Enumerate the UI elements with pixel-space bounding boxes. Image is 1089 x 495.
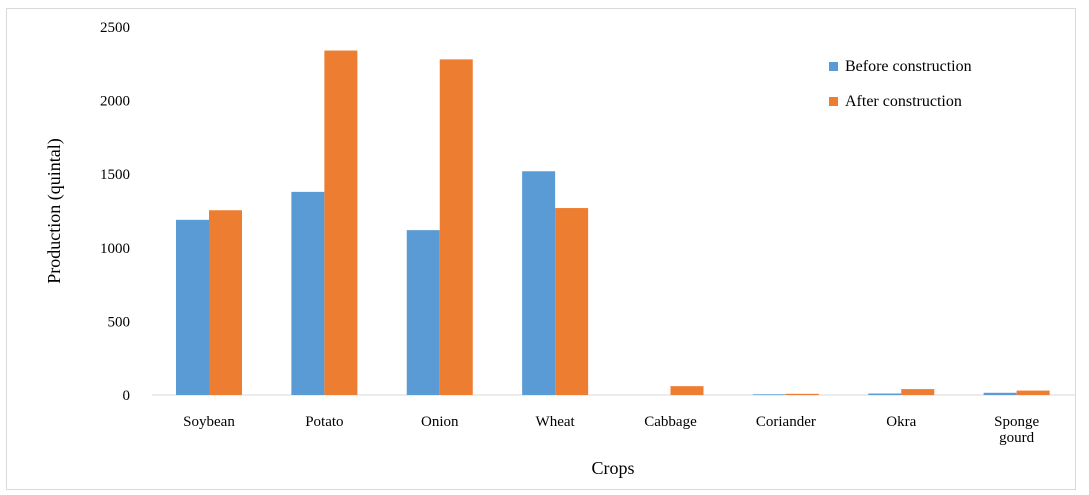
bar-before-construction: [291, 191, 325, 395]
bar-before-construction: [983, 392, 1017, 395]
bar-before-construction: [522, 171, 556, 395]
x-tick-label: Soybean: [183, 414, 235, 430]
x-tick-label: Coriander: [756, 414, 816, 430]
legend: Before construction After construction: [829, 58, 972, 110]
y-tick-label: 2500: [100, 20, 130, 36]
bar-after-construction: [670, 386, 704, 395]
bar-before-construction: [406, 230, 440, 395]
x-tick-label: Onion: [421, 414, 459, 430]
x-axis-title: Crops: [591, 458, 634, 478]
y-axis: 0 500 1000 1500 2000 2500: [100, 20, 130, 404]
y-tick-label: 1500: [100, 167, 130, 183]
x-tick-label: Wheat: [536, 414, 576, 430]
bar-after-construction: [439, 59, 473, 395]
bar-before-construction: [868, 393, 902, 395]
y-tick-label: 1000: [100, 241, 130, 257]
bar-before-construction: [752, 394, 786, 395]
bar-after-construction: [324, 50, 358, 395]
x-tick-label: Okra: [886, 414, 916, 430]
bar-before-construction: [176, 219, 209, 395]
legend-label: After construction: [845, 93, 962, 110]
legend-label: Before construction: [845, 58, 972, 75]
x-tick-label: Cabbage: [644, 414, 697, 430]
legend-swatch: [829, 97, 838, 106]
y-tick-label: 0: [123, 388, 131, 404]
x-tick-label: Sponge gourd: [994, 414, 1039, 446]
bar-after-construction: [785, 393, 819, 395]
y-tick-label: 2000: [100, 94, 130, 110]
legend-swatch: [829, 62, 838, 71]
bar-after-construction: [555, 208, 589, 395]
bars: [176, 50, 1050, 395]
bar-after-construction: [1016, 390, 1050, 395]
y-tick-label: 500: [108, 314, 131, 330]
y-axis-title: Production (quintal): [44, 138, 65, 283]
bar-after-construction: [209, 210, 242, 395]
x-axis: Soybean Potato Onion Wheat Cabbage Coriander O…: [152, 394, 1075, 446]
bar-after-construction: [901, 389, 935, 395]
x-tick-label: Potato: [305, 414, 343, 430]
